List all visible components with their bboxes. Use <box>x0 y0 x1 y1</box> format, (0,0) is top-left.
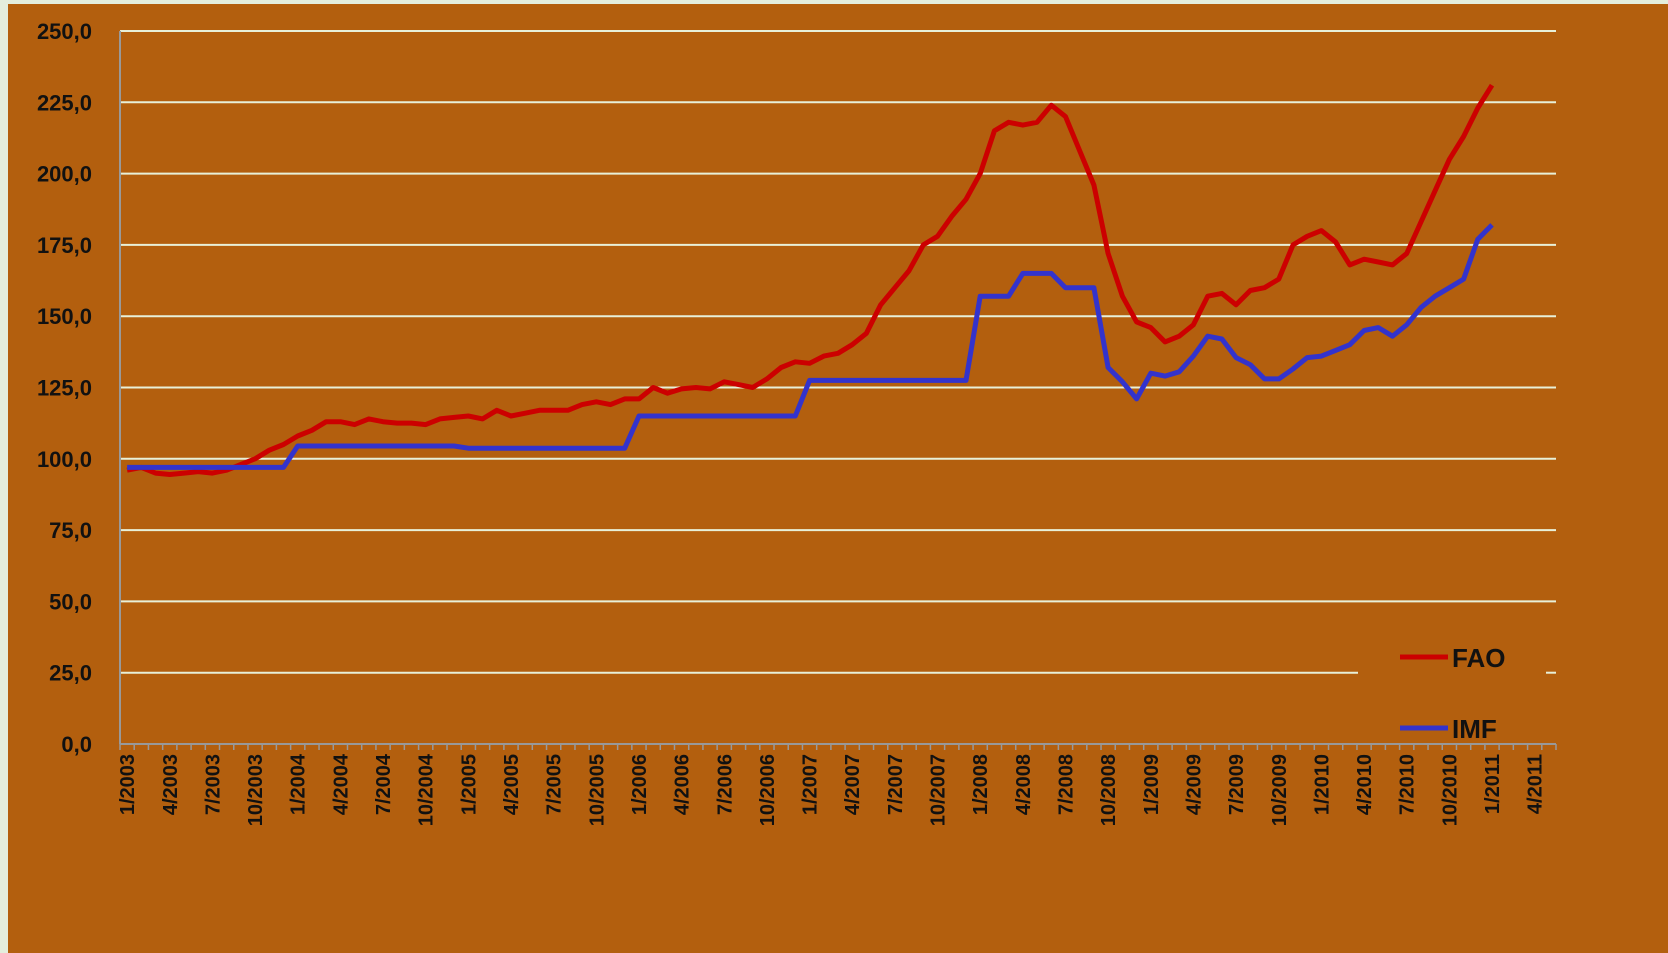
x-tick-label: 7/2007 <box>885 754 907 815</box>
legend-label: FAO <box>1452 643 1505 673</box>
y-tick-label: 175,0 <box>37 233 92 258</box>
y-tick-label: 25,0 <box>49 661 92 686</box>
x-tick-label: 1/2003 <box>117 754 139 815</box>
plot-background <box>8 4 1668 953</box>
x-tick-label: 7/2010 <box>1397 754 1419 815</box>
x-tick-label: 4/2005 <box>501 754 523 815</box>
x-tick-label: 10/2003 <box>245 754 267 826</box>
line-series <box>126 83 1495 477</box>
y-tick-label: 125,0 <box>37 376 92 401</box>
x-tick-label: 10/2007 <box>928 754 950 826</box>
x-tick-label: 4/2004 <box>330 753 352 815</box>
x-tick-label: 1/2007 <box>800 754 822 815</box>
x-tick-label: 7/2009 <box>1226 754 1248 815</box>
x-tick-label: 4/2009 <box>1183 754 1205 815</box>
y-tick-label: 0,0 <box>61 732 92 757</box>
x-tick-label: 7/2008 <box>1055 754 1077 815</box>
y-tick-label: 250,0 <box>37 19 92 44</box>
x-tick-label: 1/2006 <box>629 754 651 815</box>
x-tick-label: 4/2003 <box>160 754 182 815</box>
x-tick-label: 10/2009 <box>1269 754 1291 826</box>
y-tick-label: 150,0 <box>37 304 92 329</box>
x-tick-label: 7/2004 <box>373 753 395 815</box>
x-tick-label: 7/2006 <box>714 754 736 815</box>
x-tick-label: 1/2008 <box>970 754 992 815</box>
y-tick-label: 75,0 <box>49 518 92 543</box>
line-series <box>127 223 1494 470</box>
y-tick-label: 200,0 <box>37 162 92 187</box>
x-tick-label: 4/2011 <box>1525 754 1547 814</box>
y-tick-label: 50,0 <box>49 589 92 614</box>
x-tick-label: 4/2010 <box>1354 754 1376 815</box>
y-tick-label: 225,0 <box>37 90 92 115</box>
x-tick-label: 10/2004 <box>416 753 438 826</box>
x-tick-label: 1/2009 <box>1141 754 1163 815</box>
x-tick-label: 10/2005 <box>586 754 608 826</box>
x-tick-label: 1/2004 <box>288 753 310 815</box>
y-tick-label: 100,0 <box>37 447 92 472</box>
x-tick-label: 4/2007 <box>842 754 864 815</box>
x-tick-label: 10/2006 <box>757 754 779 826</box>
x-tick-label: 10/2008 <box>1098 754 1120 826</box>
x-tick-label: 1/2010 <box>1311 754 1333 815</box>
x-tick-label: 4/2008 <box>1013 754 1035 815</box>
x-tick-label: 4/2006 <box>672 754 694 815</box>
legend-label: IMF <box>1452 714 1497 744</box>
x-tick-label: 1/2011 <box>1482 754 1504 814</box>
x-tick-label: 7/2005 <box>544 754 566 815</box>
x-tick-label: 10/2010 <box>1439 754 1461 826</box>
x-tick-label: 7/2003 <box>202 754 224 815</box>
x-tick-label: 1/2005 <box>458 754 480 815</box>
